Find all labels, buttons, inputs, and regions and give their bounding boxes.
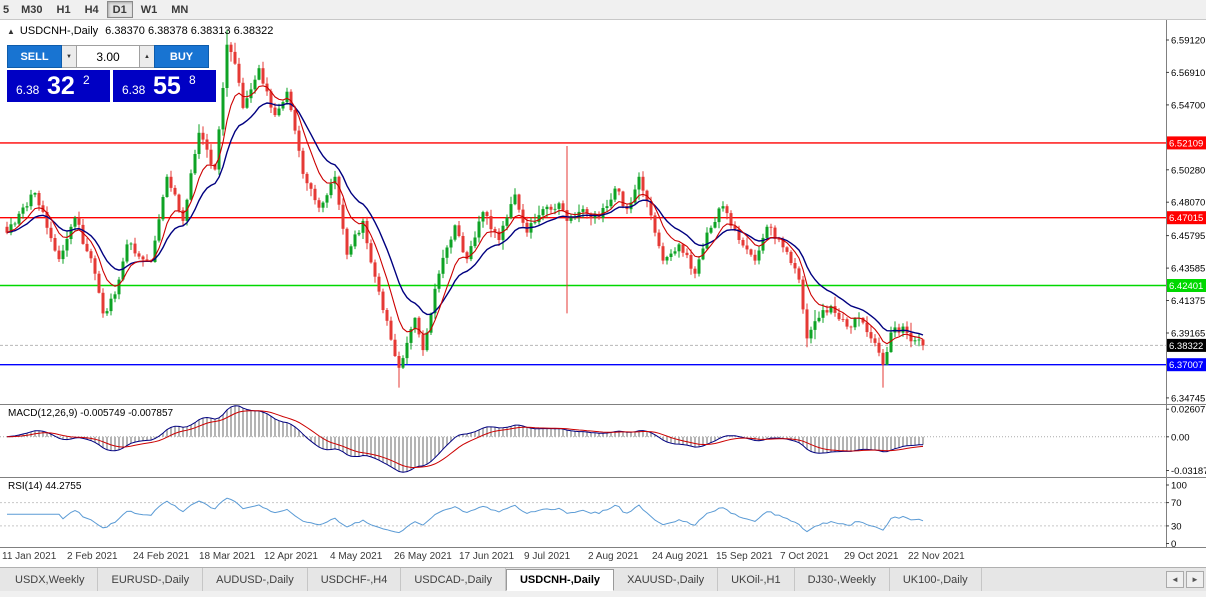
lot-size-input[interactable]: [76, 45, 140, 68]
axis-tick-label: 30: [1171, 521, 1182, 532]
chart-ohlc-values: 6.38370 6.38378 6.38313 6.38322: [105, 25, 274, 37]
axis-tick-label: 0.02607: [1171, 405, 1205, 416]
chart-tab-USDCHF-,H4[interactable]: USDCHF-,H4: [308, 568, 402, 591]
timeframe-button-D1[interactable]: D1: [106, 1, 133, 18]
price-badge-6.52109: 6.52109: [1167, 136, 1206, 150]
price-axis: 6.59120 6.56910 6.54700 6.50280 6.48070 6.457…: [0, 20, 1206, 548]
collapse-trade-panel-icon[interactable]: ▲: [7, 27, 15, 36]
chart-title: ▲ USDCNH-,Daily 6.38370 6.38378 6.38313 6.…: [7, 25, 273, 37]
candles-layer: [5, 30, 925, 388]
axis-tick-label: -0.03187: [1171, 466, 1206, 477]
svg-text:6.52109: 6.52109: [1169, 138, 1203, 149]
timeframe-button-W1[interactable]: W1: [140, 3, 158, 16]
timeframe-button-H4[interactable]: H4: [84, 3, 99, 16]
sell-price-display[interactable]: 6.38 32 2: [7, 70, 110, 102]
macd-layer: [0, 405, 1166, 473]
chart-background: [0, 20, 1206, 548]
buy-price-big-digits: 55: [153, 72, 181, 100]
timeframe-button-M30[interactable]: M30: [21, 3, 43, 16]
timeframe-button-MN[interactable]: MN: [171, 3, 189, 16]
axis-tick-label: 6.39165: [1171, 329, 1205, 340]
chart-tab-UKOil-,H1[interactable]: UKOil-,H1: [718, 568, 795, 591]
axis-tick-label: 6.34745: [1171, 393, 1205, 404]
axis-tick-label: 100: [1171, 481, 1187, 492]
buy-price-display[interactable]: 6.38 55 8: [113, 70, 216, 102]
date-axis-label: 7 Oct 2021: [780, 551, 829, 562]
date-axis-label: 15 Sep 2021: [716, 551, 773, 562]
date-axis-label: 24 Feb 2021: [133, 551, 190, 562]
axis-tick-label: 6.41375: [1171, 296, 1205, 307]
svg-text:6.42401: 6.42401: [1169, 281, 1203, 292]
axis-tick-label: 6.48070: [1171, 198, 1205, 209]
date-axis-label: 26 May 2021: [394, 551, 452, 562]
chart-canvas[interactable]: 6.59120 6.56910 6.54700 6.50280 6.48070 6.457…: [0, 20, 1206, 548]
date-axis-label: 2 Aug 2021: [588, 551, 639, 562]
chart-tab-USDX,Weekly[interactable]: USDX,Weekly: [2, 568, 99, 591]
sell-price-prefix: 6.38: [16, 83, 40, 97]
chart-tabs: USDX,Weekly EURUSD-,Daily AUDUSD-,Daily USD…: [0, 568, 982, 591]
chart-tab-USDCAD-,Daily[interactable]: USDCAD-,Daily: [401, 568, 506, 591]
date-axis-label: 24 Aug 2021: [652, 551, 709, 562]
ma-fast-line: [6, 85, 924, 345]
date-axis-label: 12 Apr 2021: [264, 551, 318, 562]
rsi-layer: [0, 497, 1166, 534]
axis-tick-label: 6.43585: [1171, 264, 1205, 275]
timeframe-toolbar: 5 M30 H1 H4 D1 W1 MN: [0, 0, 1206, 20]
rsi-line: [7, 497, 924, 534]
chart-tab-bar: USDX,Weekly EURUSD-,Daily AUDUSD-,Daily USD…: [0, 567, 1206, 591]
sell-button[interactable]: SELL: [7, 45, 62, 68]
svg-text:6.37007: 6.37007: [1169, 360, 1203, 371]
chart-tab-EURUSD-,Daily[interactable]: EURUSD-,Daily: [98, 568, 204, 591]
tab-scroll-right-button[interactable]: ►: [1186, 571, 1204, 588]
tab-scroll-arrows: ◄ ►: [1166, 571, 1204, 588]
axis-tick-label: 70: [1171, 498, 1182, 509]
chart-tab-DJ30-,Weekly[interactable]: DJ30-,Weekly: [795, 568, 890, 591]
chart-tab-XAUUSD-,Daily[interactable]: XAUUSD-,Daily: [614, 568, 719, 591]
lot-increase-button[interactable]: ▲: [140, 45, 154, 68]
rsi-indicator-label: RSI(14) 44.2755: [8, 481, 82, 492]
timeframe-button-5[interactable]: 5: [3, 3, 10, 16]
axis-tick-label: 6.56910: [1171, 68, 1205, 79]
date-axis-label: 11 Jan 2021: [2, 551, 57, 562]
macd-indicator-label: MACD(12,26,9) -0.005749 -0.007857: [8, 408, 174, 419]
date-axis-label: 18 Mar 2021: [199, 551, 256, 562]
timeframe-button-H1[interactable]: H1: [56, 3, 71, 16]
axis-tick-label: 0: [1171, 539, 1176, 548]
axis-tick-label: 0.00: [1171, 432, 1190, 443]
chart-symbol-title: USDCNH-,Daily: [19, 25, 99, 37]
svg-text:6.47015: 6.47015: [1169, 213, 1203, 224]
date-axis-label: 2 Feb 2021: [67, 551, 118, 562]
lot-decrease-button[interactable]: ▼: [62, 45, 76, 68]
price-badge-6.37007: 6.37007: [1167, 358, 1206, 372]
price-badge-6.38322: 6.38322: [1167, 338, 1206, 352]
axis-tick-label: 6.54700: [1171, 100, 1205, 111]
date-axis-label: 29 Oct 2021: [844, 551, 899, 562]
date-axis-label: 17 Jun 2021: [459, 551, 515, 562]
date-axis: 11 Jan 2021 2 Feb 2021 24 Feb 2021 18 Mar 2…: [0, 548, 1206, 567]
buy-button[interactable]: BUY: [154, 45, 209, 68]
chart-window: 6.59120 6.56910 6.54700 6.50280 6.48070 6.457…: [0, 20, 1206, 567]
macd-line: [6, 405, 924, 473]
date-axis-label: 22 Nov 2021: [908, 551, 965, 562]
price-badge-6.42401: 6.42401: [1167, 279, 1206, 292]
axis-tick-label: 6.50280: [1171, 165, 1205, 176]
chart-tab-AUDUSD-,Daily[interactable]: AUDUSD-,Daily: [203, 568, 308, 591]
chart-tab-UK100-,Daily[interactable]: UK100-,Daily: [890, 568, 982, 591]
sell-price-big-digits: 32: [47, 72, 75, 100]
sell-price-pip-digit: 2: [83, 73, 90, 87]
macd-signal-line: [6, 410, 924, 469]
axis-tick-label: 6.45795: [1171, 231, 1205, 242]
chart-tab-USDCNH-,Daily[interactable]: USDCNH-,Daily: [505, 569, 615, 591]
date-axis-label: 9 Jul 2021: [524, 551, 571, 562]
svg-text:6.38322: 6.38322: [1169, 341, 1203, 352]
price-badge-6.47015: 6.47015: [1167, 211, 1206, 225]
buy-price-prefix: 6.38: [122, 83, 146, 97]
one-click-trading-panel: SELL ▼ ▲ BUY 6.38 32 2 6.38 55 8: [7, 45, 217, 102]
buy-price-pip-digit: 8: [189, 73, 196, 87]
tab-scroll-left-button[interactable]: ◄: [1166, 571, 1184, 588]
axis-tick-label: 6.59120: [1171, 36, 1205, 47]
date-axis-label: 4 May 2021: [330, 551, 383, 562]
